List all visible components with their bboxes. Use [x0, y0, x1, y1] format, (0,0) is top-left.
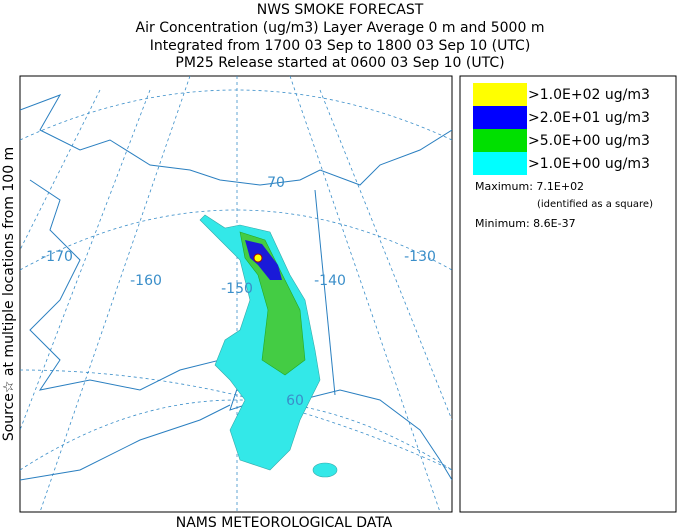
maximum-note: (identified as a square): [537, 199, 653, 210]
graticule-label: 60: [286, 393, 304, 409]
legend: Maximum: 7.1E+02 (identified as a square…: [459, 75, 677, 513]
graticule: [20, 89, 452, 141]
legend-label: >1.0E+02 ug/m3: [528, 87, 650, 103]
graticule: [20, 369, 452, 471]
plume: [199, 214, 321, 471]
legend-label: >5.0E+00 ug/m3: [528, 133, 650, 149]
coastline: [20, 404, 231, 481]
legend-swatch: [473, 129, 527, 152]
coastline: [20, 94, 452, 186]
legend-swatch: [473, 152, 527, 175]
graticule: [39, 76, 191, 512]
graticule-label: -150: [221, 281, 253, 297]
title: NWS SMOKE FORECAST: [257, 2, 424, 18]
graticule: [20, 89, 151, 431]
maximum: Maximum: 7.1E+02: [475, 180, 584, 193]
coastline: [29, 179, 452, 481]
graticule-label: 70: [267, 175, 285, 191]
graticule: [289, 76, 441, 512]
legend-label: >1.0E+00 ug/m3: [528, 156, 650, 172]
graticule-label: -160: [130, 273, 162, 289]
graticule: [319, 89, 452, 421]
subtitle: Air Concentration (ug/m3) Layer Average …: [136, 20, 545, 36]
minimum: Minimum: 8.6E-37: [475, 217, 576, 230]
legend-swatch: [473, 106, 527, 129]
legend-label: >2.0E+01 ug/m3: [528, 110, 650, 126]
graticule: [20, 399, 452, 471]
subtitle: PM25 Release started at 0600 03 Sep 10 (…: [175, 55, 504, 71]
side-label: Source☆ at multiple locations from 100 m: [1, 147, 17, 441]
graticule-label: -170: [41, 249, 73, 265]
source-marker: [253, 253, 263, 263]
map: -170 -160 -150 -140 -130 70 60: [19, 75, 453, 513]
plume: [245, 240, 282, 280]
subtitle: Integrated from 1700 03 Sep to 1800 03 S…: [150, 38, 531, 54]
footer: NAMS METEOROLOGICAL DATA: [176, 515, 393, 531]
plume: [312, 462, 338, 478]
border: [314, 189, 336, 396]
graticule-label: -130: [404, 249, 436, 265]
graticule-label: -140: [314, 273, 346, 289]
legend-swatch: [473, 83, 527, 106]
